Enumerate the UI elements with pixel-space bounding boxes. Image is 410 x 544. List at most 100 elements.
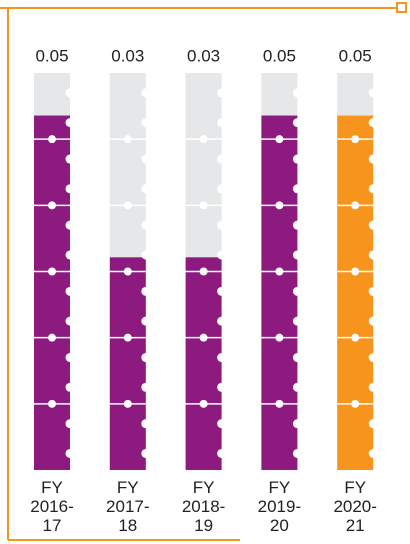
puzzle-knob: [123, 201, 132, 210]
puzzle-knob: [292, 286, 302, 296]
bar: [261, 115, 298, 471]
puzzle-knob: [275, 333, 284, 342]
puzzle-knob: [275, 201, 284, 210]
puzzle-knob: [48, 267, 56, 276]
bar: [337, 115, 374, 471]
puzzle-knob: [141, 184, 151, 194]
category-text: FY 2019-20: [257, 478, 302, 535]
bar: [34, 115, 70, 471]
puzzle-knob: [368, 184, 378, 194]
x-tick-label: FY 2018-19: [166, 478, 242, 535]
puzzle-knob: [292, 382, 302, 392]
puzzle-knob: [217, 448, 227, 458]
puzzle-knob: [351, 333, 360, 342]
puzzle-knob: [351, 201, 360, 210]
puzzle-knob: [275, 399, 284, 408]
puzzle-knob: [292, 220, 302, 230]
puzzle-knob: [65, 154, 75, 164]
puzzle-knob: [292, 250, 302, 260]
puzzle-knob: [217, 316, 227, 326]
x-tick-label: FY 2019-20: [241, 478, 317, 535]
puzzle-knob: [65, 118, 75, 128]
puzzle-knob: [351, 135, 360, 144]
bar: [109, 257, 146, 470]
puzzle-knob: [368, 286, 378, 296]
puzzle-knob: [292, 316, 302, 326]
puzzle-knob: [368, 316, 378, 326]
puzzle-knob: [123, 333, 132, 342]
puzzle-knob: [141, 419, 151, 429]
puzzle-knob: [123, 135, 132, 144]
puzzle-knob: [48, 135, 56, 144]
puzzle-knob: [199, 135, 208, 144]
puzzle-knob: [292, 184, 302, 194]
puzzle-knob: [65, 419, 75, 429]
puzzle-knob: [65, 316, 75, 326]
puzzle-knob: [141, 353, 151, 363]
puzzle-knob: [368, 220, 378, 230]
puzzle-knob: [141, 220, 151, 230]
puzzle-knob: [65, 184, 75, 194]
puzzle-knob: [275, 267, 284, 276]
puzzle-knob: [141, 316, 151, 326]
puzzle-knob: [123, 267, 132, 276]
frame-corner: [396, 2, 407, 13]
puzzle-knob: [217, 382, 227, 392]
puzzle-knob: [217, 220, 227, 230]
puzzle-knob: [351, 267, 360, 276]
puzzle-knob: [141, 286, 151, 296]
puzzle-knob: [217, 286, 227, 296]
puzzle-knob: [368, 353, 378, 363]
puzzle-knob: [217, 250, 227, 260]
puzzle-knob: [141, 448, 151, 458]
puzzle-knob: [141, 118, 151, 128]
category-text: FY 2018-19: [181, 478, 226, 535]
puzzle-knob: [141, 250, 151, 260]
puzzle-knob: [217, 88, 227, 98]
value-label: 0.03: [187, 46, 220, 65]
puzzle-knob: [217, 419, 227, 429]
puzzle-knob: [292, 353, 302, 363]
puzzle-knob: [292, 419, 302, 429]
value-label: 0.05: [339, 46, 372, 65]
puzzle-knob: [217, 154, 227, 164]
puzzle-knob: [65, 448, 75, 458]
puzzle-knob: [217, 118, 227, 128]
puzzle-knob: [368, 250, 378, 260]
puzzle-knob: [48, 333, 56, 342]
puzzle-knob: [199, 333, 208, 342]
bar: [185, 257, 222, 470]
puzzle-knob: [123, 399, 132, 408]
x-tick-label: FY 2017-18: [90, 478, 166, 535]
puzzle-knob: [65, 382, 75, 392]
puzzle-knob: [141, 382, 151, 392]
puzzle-knob: [217, 184, 227, 194]
puzzle-knob: [292, 88, 302, 98]
puzzle-knob: [368, 419, 378, 429]
puzzle-knob: [368, 118, 378, 128]
puzzle-knob: [141, 88, 151, 98]
puzzle-knob: [199, 399, 208, 408]
puzzle-knob: [368, 448, 378, 458]
puzzle-knob: [217, 353, 227, 363]
puzzle-knob: [48, 201, 56, 210]
category-text: FY 2016-17: [30, 478, 74, 535]
puzzle-knob: [368, 382, 378, 392]
puzzle-knob: [65, 88, 75, 98]
x-tick-label: FY 2020-21: [317, 478, 393, 535]
puzzle-knob: [199, 267, 208, 276]
puzzle-knob: [65, 286, 75, 296]
category-text: FY 2020-21: [333, 478, 377, 535]
puzzle-knob: [275, 135, 284, 144]
puzzle-knob: [292, 154, 302, 164]
puzzle-knob: [292, 118, 302, 128]
puzzle-knob: [65, 220, 75, 230]
puzzle-knob: [351, 399, 360, 408]
puzzle-knob: [65, 353, 75, 363]
value-label: 0.05: [35, 46, 68, 65]
category-text: FY 2017-18: [106, 478, 150, 535]
puzzle-knob: [199, 201, 208, 210]
